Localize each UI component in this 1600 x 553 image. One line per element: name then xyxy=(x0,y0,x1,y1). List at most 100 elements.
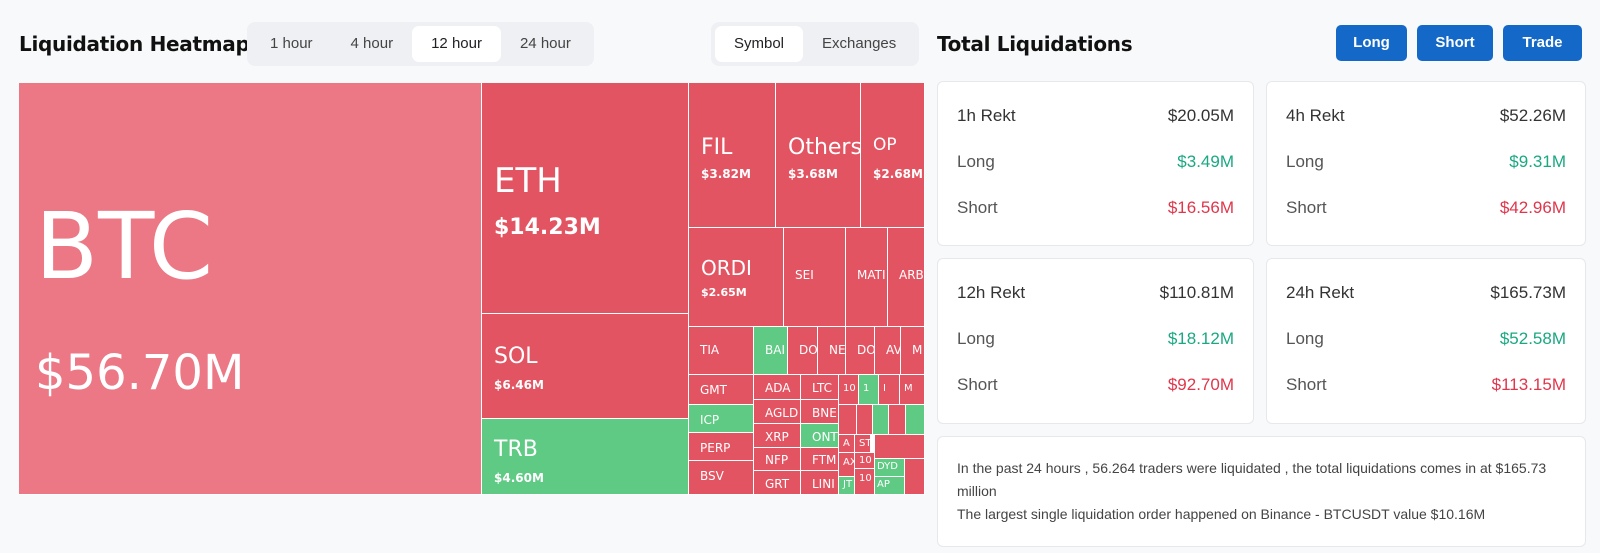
tile-symbol: FIL xyxy=(701,135,733,160)
stat-card-4h: 4h Rekt $52.26M Long $9.31M Short $42.96M xyxy=(1266,81,1586,246)
treemap-tile[interactable]: DO xyxy=(788,327,818,375)
view-option-exchanges[interactable]: Exchanges xyxy=(822,35,897,52)
treemap-tile[interactable]: NFP xyxy=(754,448,801,471)
view-option-symbol[interactable]: Symbol xyxy=(715,26,804,62)
treemap-tile[interactable]: OP $2.68M xyxy=(861,83,925,228)
treemap-tile[interactable]: ONT xyxy=(801,424,839,448)
tile-symbol: ORDI xyxy=(701,256,752,280)
treemap-tile[interactable]: ETH $14.23M xyxy=(482,83,689,314)
treemap-tile[interactable] xyxy=(873,405,889,435)
treemap-tile[interactable] xyxy=(906,405,925,435)
treemap-tile[interactable]: 10 xyxy=(839,375,859,405)
treemap-tile[interactable]: LINI xyxy=(801,471,839,495)
stat-label: Short xyxy=(1286,375,1327,394)
time-option-4h[interactable]: 4 hour xyxy=(350,35,394,52)
stat-total-row: 1h Rekt $20.05M xyxy=(957,106,1234,126)
treemap-tile[interactable]: JT xyxy=(839,477,855,495)
treemap-tile[interactable]: TRB $4.60M xyxy=(482,419,689,495)
tile-symbol: ETH xyxy=(494,161,562,201)
tile-value: $14.23M xyxy=(494,215,601,240)
stat-value: $20.05M xyxy=(1167,106,1234,125)
trade-button[interactable]: Trade xyxy=(1503,25,1582,61)
tile-symbol: AP xyxy=(877,479,890,490)
tile-symbol: XRP xyxy=(765,430,789,444)
treemap-tile[interactable]: BSV xyxy=(689,461,754,495)
stat-total-row: 12h Rekt $110.81M xyxy=(957,283,1234,303)
treemap-tile[interactable]: FIL $3.82M xyxy=(689,83,776,228)
tile-symbol: PERP xyxy=(700,441,731,455)
stat-value: $113.15M xyxy=(1491,375,1566,394)
tile-value: $2.65M xyxy=(701,286,747,299)
treemap-tile[interactable]: XRP xyxy=(754,424,801,448)
tile-symbol: GMT xyxy=(700,383,727,397)
treemap-tile[interactable]: AGLD xyxy=(754,400,801,424)
treemap-tile[interactable]: M xyxy=(901,327,925,375)
treemap-tile[interactable]: ORDI $2.65M xyxy=(689,228,784,327)
tile-symbol: ONT xyxy=(812,430,838,444)
treemap-tile[interactable]: PERP xyxy=(689,433,754,461)
tile-symbol: ST xyxy=(859,438,871,449)
treemap-tile[interactable]: DYD xyxy=(875,459,905,477)
treemap-tile[interactable]: ADA xyxy=(754,375,801,400)
treemap-tile[interactable]: Others $3.68M xyxy=(776,83,861,228)
treemap-tile[interactable]: SOL $6.46M xyxy=(482,314,689,419)
treemap-tile[interactable]: BAI xyxy=(754,327,788,375)
treemap-tile[interactable] xyxy=(905,459,925,495)
treemap-tile[interactable]: FTM xyxy=(801,448,839,471)
treemap-tile[interactable]: LTC xyxy=(801,375,839,400)
stat-value: $92.70M xyxy=(1167,375,1234,394)
tile-symbol: BNE xyxy=(812,406,837,420)
tile-symbol: NE xyxy=(829,343,846,357)
treemap-tile[interactable]: NE xyxy=(818,327,846,375)
tile-symbol: AGLD xyxy=(765,406,799,420)
tile-symbol: DYD xyxy=(877,461,898,472)
treemap-tile[interactable]: AP xyxy=(875,477,905,495)
treemap-tile[interactable]: 10 xyxy=(855,453,875,469)
stat-total-row: 24h Rekt $165.73M xyxy=(1286,283,1566,303)
tile-symbol: 10 xyxy=(859,455,872,466)
treemap-tile[interactable]: BNE xyxy=(801,400,839,424)
liquidation-summary: In the past 24 hours , 56.264 traders we… xyxy=(937,436,1586,547)
treemap-tile[interactable]: AV xyxy=(875,327,901,375)
time-option-1h[interactable]: 1 hour xyxy=(270,35,313,52)
treemap-tile[interactable]: ARB xyxy=(888,228,925,327)
treemap-tile-btc[interactable]: BTC $56.70M xyxy=(19,83,482,495)
long-button[interactable]: Long xyxy=(1336,25,1407,61)
treemap-tile[interactable]: AX xyxy=(839,453,855,477)
summary-line-1: In the past 24 hours , 56.264 traders we… xyxy=(957,460,1547,499)
treemap-tile[interactable]: ST xyxy=(855,435,871,453)
treemap-tile[interactable]: 1 xyxy=(859,375,879,405)
treemap-tile[interactable]: TIA xyxy=(689,327,754,375)
tile-symbol: DO xyxy=(799,343,818,357)
treemap-tile[interactable]: M xyxy=(900,375,925,405)
treemap-tile[interactable]: SEI xyxy=(784,228,846,327)
treemap-tile[interactable]: GMT xyxy=(689,375,754,405)
treemap-tile[interactable] xyxy=(857,405,873,435)
tile-value: $2.68M xyxy=(873,167,923,181)
stat-long-row: Long $3.49M xyxy=(957,152,1234,172)
treemap-tile[interactable]: I xyxy=(879,375,900,405)
tile-symbol: BTC xyxy=(35,193,214,300)
treemap-tile[interactable] xyxy=(889,405,906,435)
treemap-tile[interactable]: MATI xyxy=(846,228,888,327)
treemap-tile[interactable]: 10 xyxy=(855,469,875,495)
short-button[interactable]: Short xyxy=(1417,25,1493,61)
tile-value: $3.82M xyxy=(701,167,751,181)
treemap-tile[interactable] xyxy=(839,405,857,435)
treemap-tile[interactable]: DO xyxy=(846,327,875,375)
stat-label: Long xyxy=(957,329,995,348)
tile-symbol: ARB xyxy=(899,268,924,282)
tile-symbol: 10 xyxy=(843,383,856,394)
treemap-tile[interactable]: ICP xyxy=(689,405,754,433)
time-option-24h[interactable]: 24 hour xyxy=(519,35,571,52)
treemap-tile[interactable]: GRT xyxy=(754,471,801,495)
stat-long-row: Long $18.12M xyxy=(957,329,1234,349)
tile-symbol: SOL xyxy=(494,344,538,369)
time-option-12h[interactable]: 12 hour xyxy=(412,26,501,62)
tile-symbol: M xyxy=(912,343,923,357)
tile-symbol: TRB xyxy=(494,437,538,462)
treemap-tile[interactable] xyxy=(875,435,925,459)
treemap-tile[interactable]: A xyxy=(839,435,855,453)
stat-label: 1h Rekt xyxy=(957,106,1016,125)
tile-symbol: AV xyxy=(886,343,901,357)
